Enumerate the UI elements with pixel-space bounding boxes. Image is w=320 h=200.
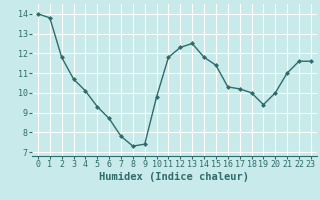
- X-axis label: Humidex (Indice chaleur): Humidex (Indice chaleur): [100, 172, 249, 182]
